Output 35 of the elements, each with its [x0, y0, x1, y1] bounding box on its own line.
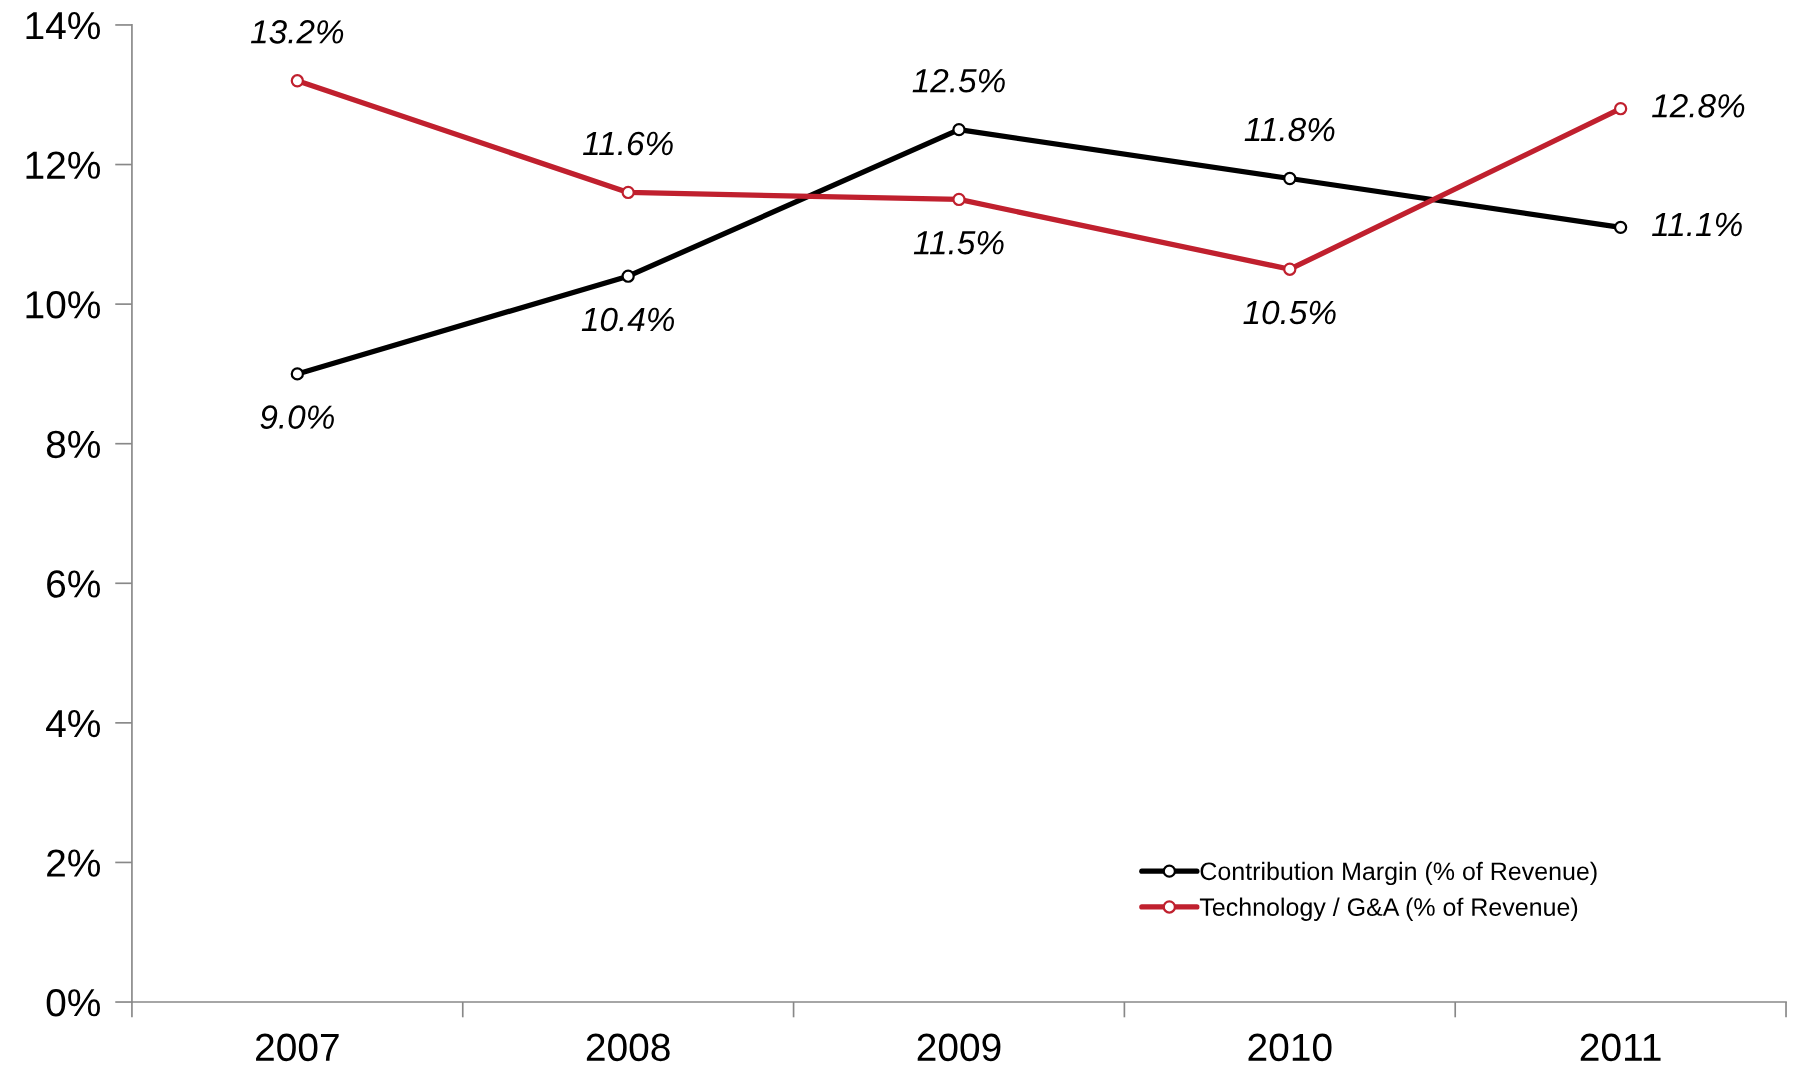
data-label: 11.8% [1244, 117, 1335, 142]
y-tick-label: 10% [26, 291, 100, 319]
data-label: 11.5% [913, 231, 1004, 255]
point [1613, 102, 1628, 116]
data-label: 12.8% [1652, 94, 1745, 118]
point [290, 74, 305, 88]
point [621, 269, 635, 283]
x-tick-label: 2008 [586, 1033, 670, 1062]
data-label: 11.6% [583, 131, 673, 156]
y-tick-label: 0% [46, 988, 100, 1017]
data-label: 10.5% [1243, 300, 1336, 325]
point [1283, 171, 1297, 186]
data-label: 11.1% [1652, 212, 1742, 237]
y-tick-label: 4% [46, 709, 100, 738]
point [1283, 262, 1297, 276]
x-tick-label: 2010 [1248, 1033, 1332, 1062]
point [621, 185, 635, 200]
y-tick-label: 8% [46, 430, 100, 459]
data-label: 10.4% [581, 307, 674, 332]
x-tick-label: 2007 [256, 1033, 339, 1062]
point [290, 367, 305, 381]
legend-label: Technology / G&A (% of Revenue) [1199, 897, 1578, 921]
x-tick-label: 2011 [1580, 1033, 1661, 1062]
point [952, 122, 966, 137]
data-label: 12.5% [912, 68, 1005, 93]
x-tick-label: 2009 [917, 1033, 1001, 1062]
y-tick-label: 6% [47, 570, 100, 598]
y-tick-label: 12% [26, 151, 100, 179]
point [952, 192, 966, 207]
y-tick-label: 2% [47, 849, 100, 877]
point [1613, 220, 1628, 235]
legend-label: Contribution Margin (% of Revenue) [1200, 861, 1597, 886]
y-tick-label: 14% [26, 12, 100, 40]
data-label: 9.0% [260, 405, 334, 429]
data-label: 13.2% [250, 20, 344, 44]
